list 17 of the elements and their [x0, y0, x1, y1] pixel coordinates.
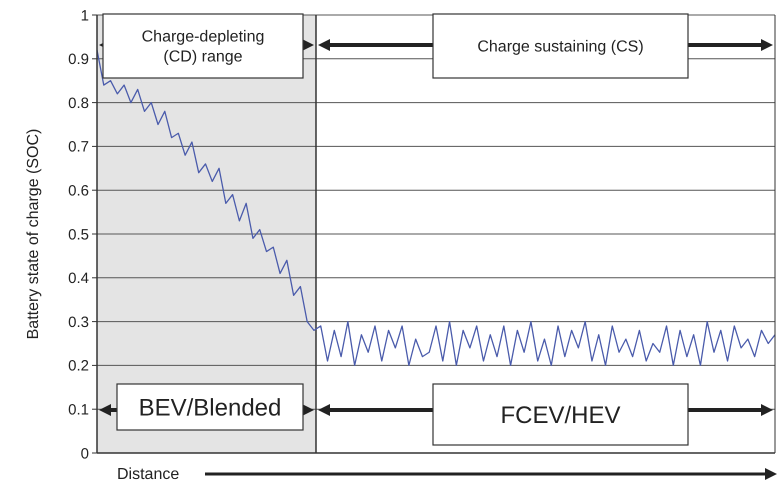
y-tick-label: 0.9: [68, 51, 89, 68]
y-tick-label: 0.8: [68, 94, 89, 112]
annotation: Charge sustaining (CS): [477, 38, 644, 56]
y-tick-label: 1: [80, 7, 89, 24]
y-tick-label: 0.4: [68, 270, 89, 288]
annotation: FCEV/HEV: [500, 402, 621, 429]
x-axis-title: Distance: [117, 466, 180, 483]
annotation: BEV/Blended: [138, 394, 282, 422]
annotation: Charge-depleting (CD) range: [142, 28, 264, 66]
y-tick-label: 0.6: [68, 182, 89, 200]
y-tick-label: 0.7: [68, 138, 89, 156]
y-tick-label: 0.2: [68, 358, 89, 375]
y-tick-label: 0.3: [68, 314, 89, 331]
y-tick-label: 0.1: [68, 401, 89, 418]
y-tick-label: 0: [80, 445, 89, 462]
y-tick-label: 0.5: [68, 226, 89, 244]
y-axis-title: Battery state of charge (SOC): [25, 128, 42, 340]
